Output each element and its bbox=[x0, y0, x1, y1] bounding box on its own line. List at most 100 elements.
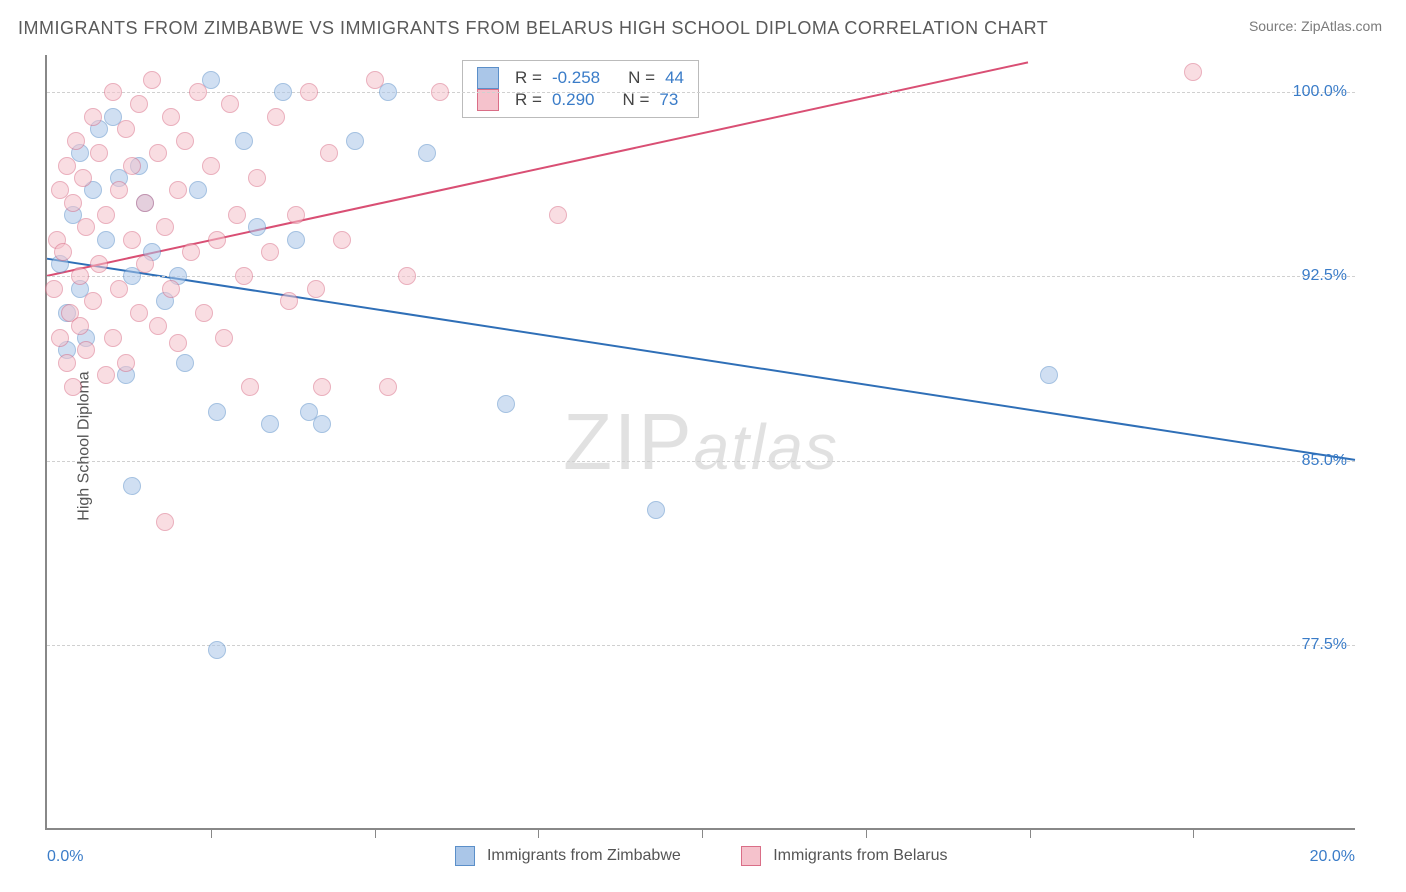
gridline-h bbox=[47, 461, 1355, 462]
correlation-row-zimbabwe: R = -0.258 N = 44 bbox=[477, 67, 684, 89]
point-zimbabwe bbox=[346, 132, 364, 150]
point-belarus bbox=[64, 378, 82, 396]
y-tick-label: 77.5% bbox=[1302, 636, 1347, 654]
point-zimbabwe bbox=[287, 231, 305, 249]
point-belarus bbox=[90, 255, 108, 273]
point-zimbabwe bbox=[274, 83, 292, 101]
point-belarus bbox=[366, 71, 384, 89]
n-label: N = bbox=[622, 90, 649, 110]
point-belarus bbox=[156, 513, 174, 531]
point-belarus bbox=[189, 83, 207, 101]
point-belarus bbox=[117, 354, 135, 372]
point-belarus bbox=[162, 280, 180, 298]
point-belarus bbox=[149, 317, 167, 335]
point-belarus bbox=[149, 144, 167, 162]
point-belarus bbox=[202, 157, 220, 175]
r-value-belarus: 0.290 bbox=[552, 90, 595, 110]
legend-item-belarus: Immigrants from Belarus bbox=[741, 846, 948, 866]
point-zimbabwe bbox=[97, 231, 115, 249]
y-tick-label: 100.0% bbox=[1293, 83, 1347, 101]
point-belarus bbox=[123, 231, 141, 249]
point-belarus bbox=[58, 354, 76, 372]
point-belarus bbox=[300, 83, 318, 101]
point-belarus bbox=[176, 132, 194, 150]
point-belarus bbox=[287, 206, 305, 224]
point-belarus bbox=[74, 169, 92, 187]
point-belarus bbox=[248, 169, 266, 187]
point-belarus bbox=[320, 144, 338, 162]
point-belarus bbox=[307, 280, 325, 298]
point-belarus bbox=[169, 181, 187, 199]
point-belarus bbox=[97, 366, 115, 384]
trendline-zimbabwe bbox=[47, 259, 1355, 460]
point-belarus bbox=[280, 292, 298, 310]
point-belarus bbox=[110, 181, 128, 199]
point-zimbabwe bbox=[261, 415, 279, 433]
x-tick bbox=[211, 828, 212, 838]
point-belarus bbox=[215, 329, 233, 347]
point-belarus bbox=[64, 194, 82, 212]
point-belarus bbox=[182, 243, 200, 261]
chart-header: IMMIGRANTS FROM ZIMBABWE VS IMMIGRANTS F… bbox=[0, 0, 1406, 47]
r-label: R = bbox=[515, 68, 542, 88]
n-value-zimbabwe: 44 bbox=[665, 68, 684, 88]
x-tick bbox=[702, 828, 703, 838]
plot-area: ZIPatlas R = -0.258 N = 44 R = 0.290 N =… bbox=[45, 55, 1355, 830]
point-belarus bbox=[208, 231, 226, 249]
swatch-zimbabwe-icon bbox=[477, 67, 499, 89]
point-zimbabwe bbox=[379, 83, 397, 101]
point-belarus bbox=[71, 267, 89, 285]
point-zimbabwe bbox=[235, 132, 253, 150]
y-tick-label: 85.0% bbox=[1302, 452, 1347, 470]
point-zimbabwe bbox=[208, 641, 226, 659]
n-label: N = bbox=[628, 68, 655, 88]
point-belarus bbox=[228, 206, 246, 224]
point-belarus bbox=[143, 71, 161, 89]
point-belarus bbox=[104, 329, 122, 347]
point-belarus bbox=[104, 83, 122, 101]
legend-swatch-zimbabwe-icon bbox=[455, 846, 475, 866]
r-label: R = bbox=[515, 90, 542, 110]
scatter-canvas: ZIPatlas R = -0.258 N = 44 R = 0.290 N =… bbox=[47, 55, 1355, 828]
point-zimbabwe bbox=[176, 354, 194, 372]
point-zimbabwe bbox=[189, 181, 207, 199]
point-belarus bbox=[67, 132, 85, 150]
chart-source: Source: ZipAtlas.com bbox=[1249, 18, 1382, 34]
point-belarus bbox=[84, 108, 102, 126]
legend-item-zimbabwe: Immigrants from Zimbabwe bbox=[455, 846, 681, 866]
r-value-zimbabwe: -0.258 bbox=[552, 68, 600, 88]
point-belarus bbox=[169, 334, 187, 352]
point-zimbabwe bbox=[418, 144, 436, 162]
point-belarus bbox=[195, 304, 213, 322]
point-belarus bbox=[58, 157, 76, 175]
point-belarus bbox=[267, 108, 285, 126]
correlation-legend: R = -0.258 N = 44 R = 0.290 N = 73 bbox=[462, 60, 699, 118]
x-tick bbox=[1030, 828, 1031, 838]
point-belarus bbox=[90, 144, 108, 162]
point-zimbabwe bbox=[1040, 366, 1058, 384]
trend-lines bbox=[47, 55, 1355, 828]
point-zimbabwe bbox=[123, 477, 141, 495]
point-belarus bbox=[84, 292, 102, 310]
point-belarus bbox=[136, 194, 154, 212]
point-belarus bbox=[1184, 63, 1202, 81]
x-tick bbox=[1193, 828, 1194, 838]
gridline-h bbox=[47, 92, 1355, 93]
n-value-belarus: 73 bbox=[659, 90, 678, 110]
point-belarus bbox=[77, 218, 95, 236]
point-belarus bbox=[241, 378, 259, 396]
point-belarus bbox=[156, 218, 174, 236]
point-belarus bbox=[110, 280, 128, 298]
point-belarus bbox=[77, 341, 95, 359]
legend-swatch-belarus-icon bbox=[741, 846, 761, 866]
point-belarus bbox=[45, 280, 63, 298]
point-zimbabwe bbox=[647, 501, 665, 519]
point-belarus bbox=[313, 378, 331, 396]
bottom-legend: Immigrants from Zimbabwe Immigrants from… bbox=[47, 846, 1355, 866]
point-belarus bbox=[51, 329, 69, 347]
legend-label-belarus: Immigrants from Belarus bbox=[773, 847, 947, 864]
point-belarus bbox=[235, 267, 253, 285]
point-belarus bbox=[379, 378, 397, 396]
point-belarus bbox=[261, 243, 279, 261]
point-belarus bbox=[549, 206, 567, 224]
